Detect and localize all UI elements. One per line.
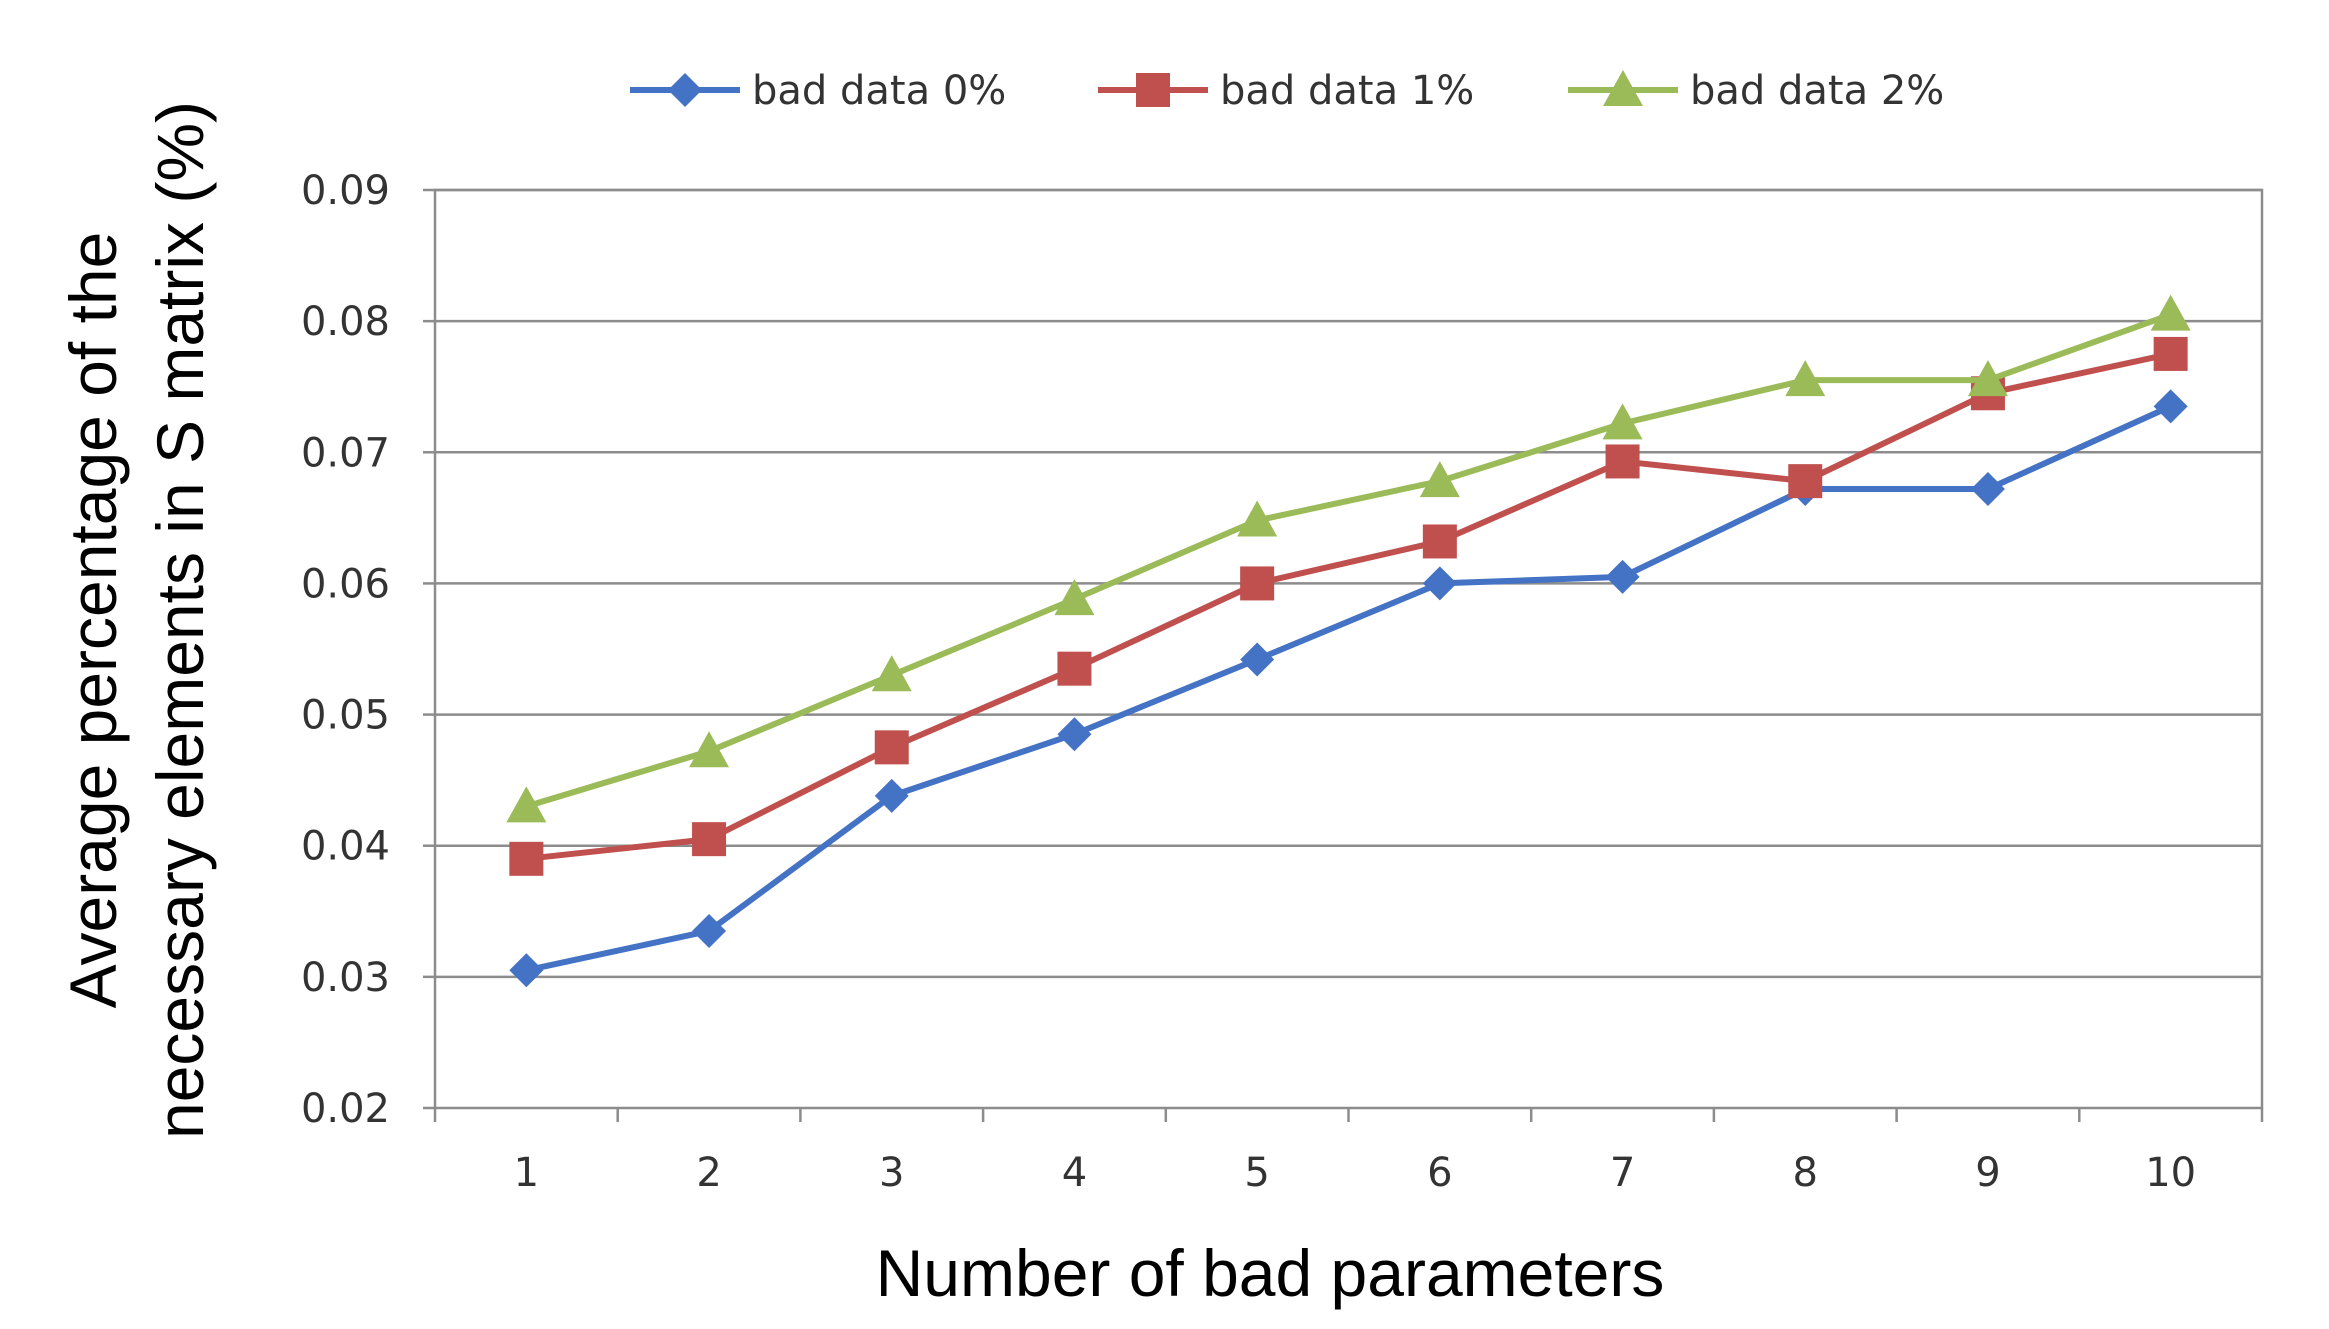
legend-marker [668, 73, 702, 107]
data-point-diamond [509, 953, 544, 988]
x-tick-label: 4 [1062, 1150, 1087, 1196]
x-tick-label: 9 [1975, 1150, 2000, 1196]
data-series [506, 294, 2191, 988]
x-axis-title: Number of bad parameters [876, 1236, 1665, 1310]
y-tick-label: 0.08 [301, 299, 390, 345]
legend-label: bad data 0% [752, 68, 1006, 114]
data-point-square [509, 841, 544, 876]
plot-area-border [433, 188, 2264, 1110]
axes [423, 188, 2264, 1122]
legend-marker [1136, 73, 1170, 107]
legend-marker [1603, 70, 1643, 106]
series-line [525, 403, 2172, 974]
y-tick-label: 0.02 [301, 1086, 390, 1132]
data-point-triangle [1602, 403, 1643, 440]
data-point-square [1605, 444, 1640, 479]
y-tick-label: 0.03 [301, 955, 390, 1001]
data-point-diamond [1240, 642, 1275, 677]
grid-lines [435, 188, 2262, 979]
data-point-triangle [506, 786, 547, 823]
data-point-diamond [692, 913, 727, 948]
y-tick-label: 0.06 [301, 561, 390, 607]
data-point-diamond [1422, 566, 1457, 601]
legend-label: bad data 1% [1220, 68, 1474, 114]
series-line [526, 350, 2172, 862]
x-tick-label: 8 [1793, 1150, 1818, 1196]
y-axis-title-line-1: Average percentage of the [56, 232, 130, 1009]
series-1 [509, 389, 2188, 988]
legend-label: bad data 2% [1690, 68, 1944, 114]
data-point-triangle [1054, 579, 1095, 616]
data-point-triangle [689, 731, 730, 768]
x-tick-label: 7 [1610, 1150, 1635, 1196]
data-point-diamond [2153, 389, 2188, 424]
data-point-square [1788, 464, 1823, 499]
series-2 [509, 336, 2188, 876]
data-point-diamond [1970, 472, 2005, 507]
data-point-square [692, 822, 727, 857]
y-tick-label: 0.07 [301, 430, 390, 476]
data-point-square [2153, 336, 2188, 371]
series-3 [506, 294, 2191, 823]
data-point-triangle [871, 655, 912, 692]
data-point-triangle [1785, 360, 1826, 397]
data-point-square [1057, 651, 1092, 686]
legend: bad data 0% bad data 1% bad data 2% [630, 68, 1944, 114]
y-tick-label: 0.09 [301, 168, 390, 214]
legend-item-3: bad data 2% [1568, 68, 1944, 114]
tick-labels: 0.02 0.03 0.04 0.05 0.06 0.07 0.08 0.09 1 2 3 4 5 6 7 8… [301, 168, 2196, 1196]
x-tick-label: 2 [696, 1150, 721, 1196]
data-point-square [1240, 566, 1275, 601]
legend-item-2: bad data 1% [1098, 68, 1474, 114]
data-point-diamond [874, 778, 909, 813]
y-tick-label: 0.04 [301, 824, 390, 870]
y-axis-title-line-2: necessary elements in S matrix (%) [143, 101, 217, 1139]
data-point-triangle [1419, 461, 1460, 498]
data-point-diamond [1605, 559, 1640, 594]
data-point-triangle [1237, 500, 1278, 537]
y-tick-label: 0.05 [301, 693, 390, 739]
legend-item-1: bad data 0% [630, 68, 1006, 114]
data-point-triangle [2150, 294, 2191, 331]
data-point-square [874, 730, 909, 765]
series-line [525, 311, 2172, 810]
x-tick-label: 1 [514, 1150, 539, 1196]
x-tick-label: 3 [879, 1150, 904, 1196]
x-tick-label: 5 [1244, 1150, 1269, 1196]
data-point-triangle [1967, 360, 2008, 397]
x-tick-label: 10 [2145, 1150, 2196, 1196]
data-point-diamond [1057, 717, 1092, 752]
data-point-square [1422, 524, 1457, 559]
x-tick-label: 6 [1427, 1150, 1452, 1196]
